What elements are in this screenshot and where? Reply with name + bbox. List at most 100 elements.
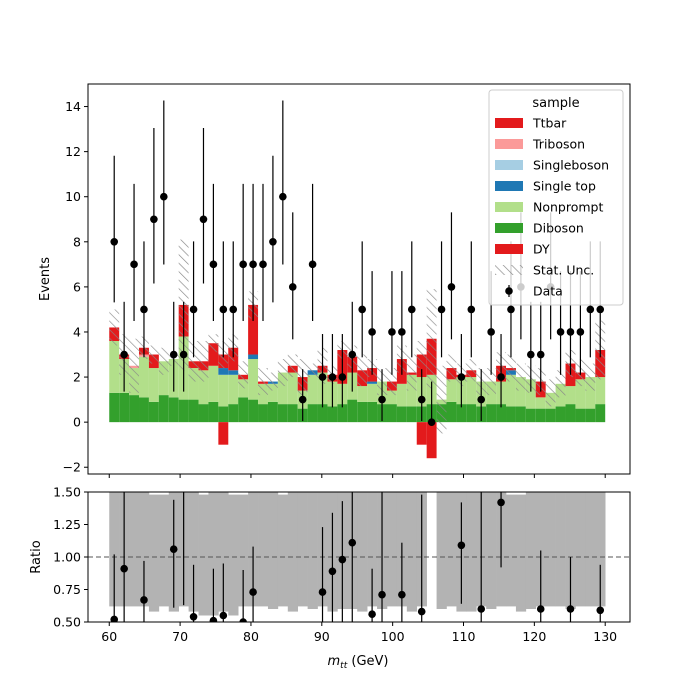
ratio-unc-band bbox=[198, 494, 209, 616]
x-tick-label: 70 bbox=[172, 629, 188, 644]
data-point bbox=[507, 305, 515, 314]
bar-diboson bbox=[258, 404, 268, 423]
ratio-point bbox=[169, 545, 178, 553]
data-point bbox=[288, 283, 297, 291]
bar-stat-unc bbox=[198, 340, 209, 382]
ratio-point bbox=[497, 498, 505, 507]
ratio-unc-band bbox=[208, 492, 219, 616]
ratio-unc-band bbox=[109, 492, 120, 607]
legend-swatch-ttbar bbox=[495, 118, 523, 128]
legend-swatch-singleboson bbox=[495, 160, 523, 170]
data-point bbox=[437, 305, 446, 314]
ratio-unc-band bbox=[535, 492, 546, 607]
ratio-panel: 0.50 0.75 1.00 1.25 1.50 60 70 80 90 100 110 120 13… bbox=[29, 485, 631, 671]
bar-stat-unc bbox=[585, 363, 596, 391]
ratio-unc-band bbox=[585, 492, 596, 607]
data-point bbox=[120, 350, 128, 359]
legend-swatch-nonprompt bbox=[495, 202, 523, 212]
bar-nonprompt bbox=[158, 361, 169, 396]
bar-nonprompt bbox=[515, 377, 526, 407]
ratio-unc-band bbox=[238, 494, 249, 607]
bar-nonprompt bbox=[535, 397, 546, 409]
legend-swatch-stat-unc bbox=[495, 265, 523, 275]
bar-diboson bbox=[466, 404, 477, 423]
ratio-unc-band bbox=[386, 492, 398, 607]
ratio-unc-band bbox=[515, 494, 527, 612]
bar-nonprompt bbox=[357, 386, 368, 402]
data-point bbox=[348, 350, 357, 359]
ratio-unc-band bbox=[446, 492, 457, 607]
bar-diboson bbox=[396, 406, 407, 423]
ratio-unc-band bbox=[436, 492, 447, 609]
legend-title: sample bbox=[532, 96, 579, 111]
ratio-point bbox=[189, 613, 198, 621]
bar-nonprompt bbox=[248, 359, 259, 400]
data-point bbox=[566, 328, 575, 336]
data-point bbox=[199, 215, 208, 224]
bar-diboson bbox=[119, 392, 130, 423]
x-tick-label: 60 bbox=[101, 629, 117, 644]
legend-label: Nonprompt bbox=[533, 200, 603, 215]
data-point bbox=[130, 260, 138, 269]
ratio-point bbox=[348, 538, 357, 547]
y-tick-label: 0 bbox=[73, 415, 81, 430]
bar-diboson bbox=[228, 404, 239, 423]
ratio-y-tick-label: 1.25 bbox=[53, 517, 81, 532]
ratio-point bbox=[368, 610, 376, 618]
bar-diboson bbox=[446, 401, 457, 423]
bar-diboson bbox=[525, 408, 536, 423]
bar-diboson bbox=[555, 406, 566, 423]
data-point bbox=[259, 260, 267, 269]
bar-stat-unc bbox=[307, 363, 318, 378]
legend-swatch-single-top bbox=[495, 181, 523, 191]
bar-diboson bbox=[277, 404, 288, 423]
bar-diboson bbox=[198, 404, 209, 423]
y-tick-label: 4 bbox=[73, 324, 81, 339]
main-y-axis-label: Events bbox=[38, 257, 53, 301]
ratio-unc-band bbox=[555, 492, 566, 607]
data-point bbox=[576, 328, 585, 336]
data-point bbox=[298, 395, 307, 404]
data-point bbox=[388, 328, 396, 336]
ratio-unc-band bbox=[506, 494, 517, 607]
bar-diboson bbox=[496, 404, 507, 423]
data-point bbox=[249, 260, 257, 269]
ratio-unc-band bbox=[129, 492, 140, 607]
bar-dy bbox=[208, 343, 219, 366]
bar-stat-unc bbox=[357, 354, 368, 387]
x-tick-label: 130 bbox=[593, 629, 617, 644]
bar-stat-unc bbox=[466, 359, 477, 382]
ratio-y-tick-label: 1.00 bbox=[53, 550, 81, 565]
bar-nonprompt bbox=[208, 365, 219, 402]
bar-diboson bbox=[158, 395, 169, 423]
x-tick-label: 80 bbox=[243, 629, 259, 644]
bar-nonprompt bbox=[148, 368, 159, 402]
bar-stat-unc bbox=[436, 365, 447, 434]
ratio-point bbox=[398, 590, 406, 599]
data-point bbox=[358, 305, 366, 314]
y-tick-label: 14 bbox=[65, 99, 81, 114]
legend-label: Singleboson bbox=[533, 158, 609, 173]
x-tick-label: 120 bbox=[522, 629, 546, 644]
data-point bbox=[150, 215, 158, 224]
bar-diboson bbox=[307, 404, 318, 423]
ratio-point bbox=[596, 606, 605, 615]
bar-stat-unc bbox=[129, 338, 140, 393]
ratio-unc-band bbox=[575, 492, 586, 607]
bar-stat-unc bbox=[238, 361, 249, 389]
ratio-unc-band bbox=[357, 492, 368, 612]
bar-stat-unc bbox=[277, 359, 288, 387]
data-point bbox=[140, 305, 148, 314]
ratio-unc-band bbox=[158, 494, 170, 607]
bar-nonprompt bbox=[525, 379, 536, 409]
ratio-unc-band bbox=[148, 494, 160, 612]
data-point bbox=[160, 192, 168, 201]
bar-stat-unc bbox=[506, 354, 516, 382]
bar-diboson bbox=[456, 404, 467, 423]
bar-nonprompt bbox=[109, 340, 120, 393]
bar-nonprompt bbox=[575, 379, 586, 409]
data-point bbox=[457, 373, 466, 381]
bar-stat-unc bbox=[267, 372, 278, 391]
ratio-unc-band bbox=[218, 492, 229, 612]
data-point bbox=[318, 373, 327, 381]
